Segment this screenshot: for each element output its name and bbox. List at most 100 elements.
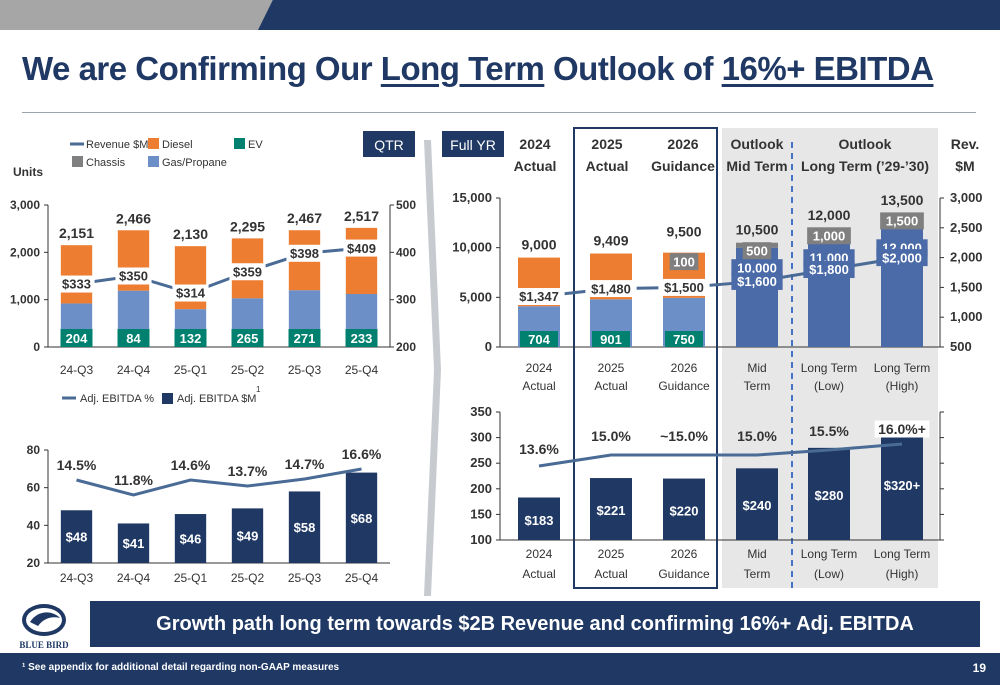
y2-tick: 3,000 (950, 190, 983, 205)
y2-tick: 500 (950, 339, 972, 354)
page-title: We are Confirming Our Long Term Outlook … (22, 50, 934, 87)
legend-label: Adj. EBITDA $M (177, 393, 256, 405)
x-tick: 25-Q2 (231, 363, 265, 377)
y-tick: 15,000 (452, 190, 492, 205)
y-tick: 40 (27, 518, 41, 532)
x-tick-line1: Long Term (801, 547, 857, 561)
x-tick: 25-Q2 (231, 571, 265, 585)
ebitda-bar (60, 510, 93, 563)
bar-ev (520, 331, 558, 347)
legend-swatch (72, 156, 83, 167)
x-tick-line1: Long Term (874, 547, 930, 561)
revenue-label-box (658, 278, 710, 296)
bar-total-label: 9,409 (593, 233, 628, 249)
y2-tick: 1,500 (950, 279, 983, 294)
fy-tab-label: Full YR (450, 137, 496, 153)
ebitda-value-label: $240 (743, 498, 772, 513)
x-tick-line1: 2025 (598, 361, 625, 375)
column-header-line1: Outlook (731, 136, 784, 152)
y-tick: 10,000 (452, 240, 492, 255)
revenue-label: $409 (347, 241, 376, 256)
y-tick: 0 (33, 340, 40, 354)
footer-bar (0, 653, 1000, 685)
y-tick: 150 (470, 506, 492, 521)
column-header-line1: 2026 (667, 136, 698, 152)
revenue-label: $398 (290, 246, 319, 261)
ebitda-bar (808, 447, 850, 540)
revenue-label: $333 (62, 277, 91, 292)
x-tick-line1: Long Term (874, 361, 930, 375)
bar-ev (665, 331, 703, 347)
bar-total-label: 2,466 (116, 210, 151, 226)
y2-tick: 200 (396, 340, 416, 354)
ebitda-pct-label: ~15.0% (660, 428, 708, 444)
revenue-label-box (58, 275, 95, 293)
summary-banner: Growth path long term towards $2B Revenu… (90, 601, 980, 647)
x-tick: 24-Q4 (117, 571, 151, 585)
ebitda-value-label: $48 (66, 530, 88, 545)
ev-label: 132 (180, 331, 202, 346)
y2-tick: 1,000 (950, 309, 983, 324)
x-tick-line1: 2024 (526, 361, 553, 375)
ebitda-pct-label-box (874, 420, 930, 438)
x-tick: 24-Q4 (117, 363, 151, 377)
fy-tab (442, 131, 504, 157)
column-header-line1: 2025 (591, 136, 622, 152)
outlook-extra-label: 1,500 (886, 214, 919, 229)
x-tick: 25-Q1 (174, 363, 208, 377)
column-header-line1: 2024 (519, 136, 550, 152)
ebitda-pct-line (76, 467, 362, 497)
outlook-extra-label: 500 (746, 243, 768, 258)
revenue-label: $1,347 (519, 289, 559, 304)
bar-total-label: 12,000 (808, 207, 851, 223)
y-tick: 2,000 (10, 245, 40, 259)
x-tick: 24-Q3 (60, 363, 94, 377)
x-tick-line1: 2025 (598, 547, 625, 561)
bar-ev (60, 329, 93, 347)
outlook-extra-label-box (807, 227, 851, 245)
y-tick: 5,000 (459, 289, 492, 304)
bar-total-label: 2,467 (287, 210, 322, 226)
y-tick: 20 (27, 556, 41, 570)
y2-tick: 500 (396, 198, 416, 212)
column-header-line1: Rev. (951, 136, 980, 152)
bar-total-label: 2,295 (230, 218, 265, 234)
ebitda-pct-label: 16.6% (342, 446, 382, 462)
revenue-label: $314 (176, 286, 206, 301)
ebitda-pct-line (538, 442, 903, 468)
x-tick-line2: Actual (594, 567, 627, 581)
revenue-label: $1,480 (591, 281, 631, 296)
x-tick-line2: (Low) (814, 379, 844, 393)
ebitda-value-label: $320+ (884, 478, 921, 493)
column-header-line1: Outlook (839, 136, 892, 152)
column-header-line2: Long Term (’29-’30) (801, 158, 929, 174)
qtr-tab (363, 131, 415, 157)
revenue-label-box (229, 263, 266, 281)
footnote: ¹ See appendix for additional detail reg… (22, 662, 340, 673)
revenue-label: $1,800 (809, 262, 849, 277)
bar-ev (345, 329, 378, 347)
ebitda-pct-label: 13.6% (519, 441, 559, 457)
x-tick: 25-Q3 (288, 363, 322, 377)
top-bar-gray-left (0, 0, 240, 30)
2025-highlight-frame (573, 127, 718, 589)
x-tick-line2: Actual (522, 379, 555, 393)
ebitda-value-label: $41 (123, 536, 145, 551)
bar-total-label: 13,500 (881, 192, 924, 208)
qtr-tab-label: QTR (374, 137, 404, 153)
revenue-label-box (731, 272, 783, 290)
x-tick-line2: Actual (594, 379, 627, 393)
bar-total-label: 2,517 (344, 208, 379, 224)
ebitda-pct-label: 14.5% (57, 457, 97, 473)
column-header-line2: Actual (514, 158, 557, 174)
x-tick-line2: Guidance (658, 567, 710, 581)
revenue-label-box (343, 239, 380, 257)
charts-canvas: QTR Full YR Revenue $M Diesel EV Chassis Gas/P… (10, 127, 983, 596)
bar-total-label: 2,151 (59, 225, 94, 241)
y-tick: 200 (470, 481, 492, 496)
revenue-label: $350 (119, 269, 148, 284)
outlook-extra-label: 100 (673, 254, 695, 269)
column-header-line2: $M (955, 158, 974, 174)
revenue-label-box (172, 284, 209, 302)
ebitda-value-label: $58 (294, 520, 316, 535)
